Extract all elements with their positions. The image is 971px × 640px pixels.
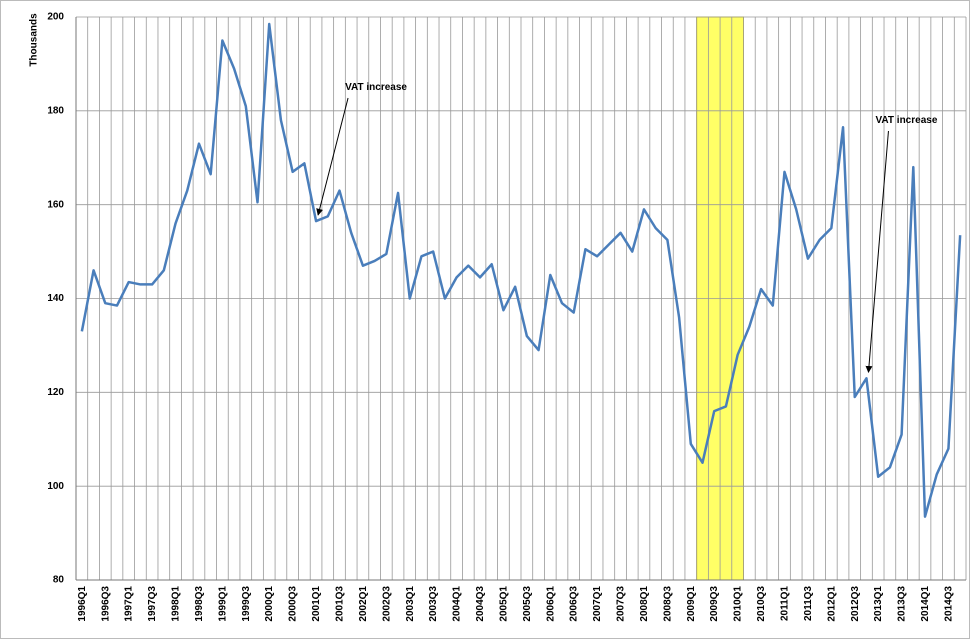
x-tick-label: 2006Q3: [569, 586, 580, 622]
y-tick-label: 140: [47, 293, 64, 304]
x-tick-label: 2011Q3: [803, 586, 814, 621]
x-tick-label: 1996Q3: [100, 586, 111, 622]
x-tick-label: 2013Q3: [897, 586, 908, 622]
y-tick-label: 160: [47, 199, 64, 210]
x-tick-label: 2010Q1: [733, 586, 744, 622]
x-tick-label: 2011Q1: [779, 586, 790, 621]
x-tick-label: 2003Q1: [405, 586, 416, 622]
y-tick-label: 80: [53, 575, 65, 586]
x-tick-label: 2005Q1: [498, 586, 509, 622]
x-tick-label: 2002Q1: [358, 586, 369, 622]
x-tick-label: 2001Q3: [334, 586, 345, 622]
x-tick-label: 1999Q3: [241, 586, 252, 622]
y-tick-label: 120: [47, 387, 64, 398]
x-tick-label: 2013Q1: [873, 586, 884, 622]
x-tick-label: 1997Q1: [124, 586, 135, 622]
y-tick-label: 180: [47, 105, 64, 116]
x-tick-label: 2003Q3: [428, 586, 439, 622]
annotation-arrow: [865, 130, 889, 373]
x-tick-label: 1999Q1: [217, 586, 228, 622]
x-tick-label: 2012Q1: [826, 586, 837, 622]
x-tick-label: 2006Q1: [545, 586, 556, 622]
x-tick-label: 2000Q1: [264, 586, 275, 622]
y-tick-label: 200: [47, 12, 64, 23]
x-tick-label: 2009Q1: [686, 586, 697, 622]
x-tick-label: 2001Q1: [311, 586, 322, 622]
x-tick-label: 2008Q3: [662, 586, 673, 622]
x-tick-label: 2002Q3: [381, 586, 392, 622]
x-tick-label: 2009Q3: [709, 586, 720, 622]
x-tick-label: 1998Q1: [171, 586, 182, 622]
x-tick-label: 2007Q1: [592, 586, 603, 622]
x-tick-label: 2007Q3: [616, 586, 627, 622]
x-tick-label: 2012Q3: [850, 586, 861, 622]
y-tick-label: 100: [47, 481, 64, 492]
x-tick-label: 1996Q1: [77, 586, 88, 622]
x-tick-label: 1997Q3: [147, 586, 158, 622]
x-tick-label: 2005Q3: [522, 586, 533, 622]
x-tick-label: 2014Q1: [920, 586, 931, 622]
annotation-arrow: [316, 97, 349, 216]
x-tick-label: 2004Q1: [452, 586, 463, 622]
x-tick-label: 2010Q3: [756, 586, 767, 622]
annotation-text: VAT increase: [345, 82, 407, 93]
x-tick-label: 2014Q3: [943, 586, 954, 622]
x-tick-label: 2008Q1: [639, 586, 650, 622]
annotation-text: VAT increase: [876, 115, 938, 126]
x-tick-label: 2000Q3: [288, 586, 299, 622]
x-tick-label: 2004Q3: [475, 586, 486, 622]
y-axis-label: Thousands: [29, 13, 40, 67]
x-tick-label: 1998Q3: [194, 586, 205, 622]
data-line: [80, 22, 962, 518]
